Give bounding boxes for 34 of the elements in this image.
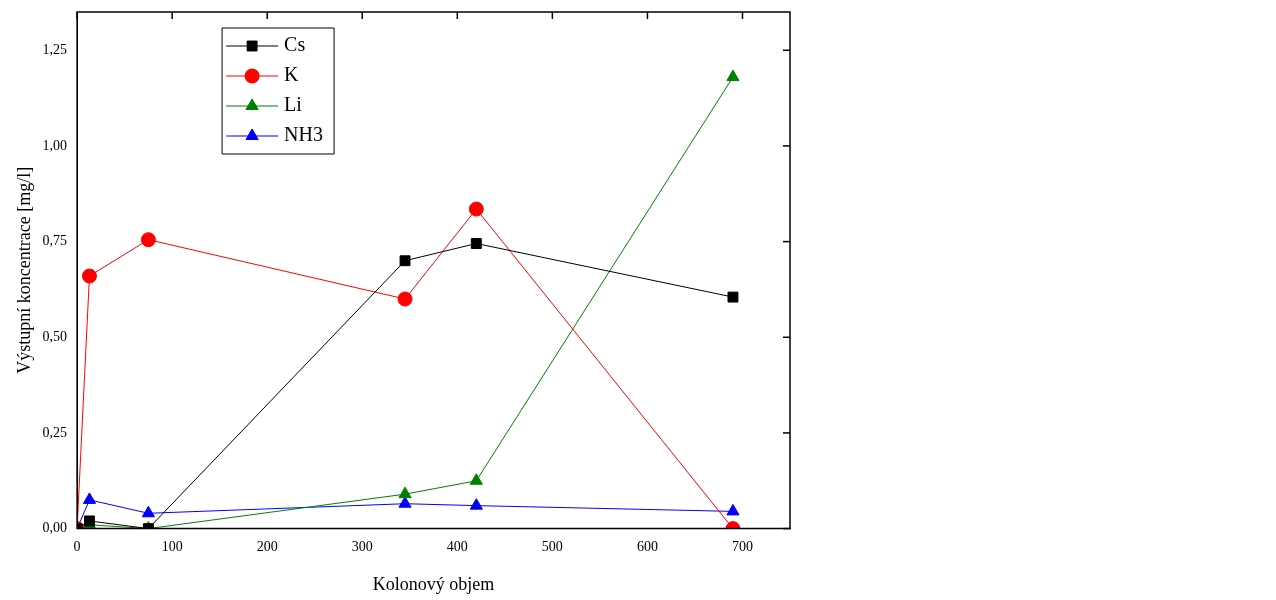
- x-tick-label: 0: [73, 538, 81, 554]
- point: [397, 291, 413, 307]
- point: [470, 238, 482, 249]
- point: [469, 473, 483, 485]
- x-tick-label: 400: [446, 538, 468, 554]
- y-axis-title: Výstupní koncentrace [mg/l]: [13, 166, 34, 374]
- legend-label: Li: [284, 93, 303, 116]
- y-tick-label: 1,25: [42, 41, 68, 57]
- point: [140, 232, 156, 248]
- x-axis-title: Kolonový objem: [372, 573, 495, 594]
- x-tick-label: 600: [636, 538, 658, 554]
- x-tick-label: 300: [351, 538, 373, 554]
- point: [398, 486, 412, 499]
- point: [81, 268, 97, 284]
- point: [399, 255, 411, 267]
- point: [727, 291, 739, 303]
- point: [141, 505, 155, 518]
- point: [398, 496, 412, 508]
- y-tick-label: 0,75: [42, 233, 68, 249]
- y-tick-label: 0,50: [42, 328, 68, 344]
- y-tick-label: 0,25: [42, 424, 68, 440]
- x-tick-label: 500: [541, 538, 563, 554]
- y-tick-label: 0,00: [42, 520, 68, 536]
- legend-label: NH3: [284, 123, 323, 146]
- point: [82, 492, 97, 504]
- point: [469, 498, 483, 510]
- x-tick-label: 100: [161, 538, 183, 554]
- x-tick-label: 700: [731, 538, 753, 554]
- legend-label: Cs: [284, 33, 306, 56]
- legend-label: K: [284, 63, 300, 86]
- point: [468, 201, 484, 217]
- point: [726, 503, 740, 516]
- y-tick-label: 1,00: [42, 137, 68, 153]
- x-tick-label: 200: [256, 538, 278, 554]
